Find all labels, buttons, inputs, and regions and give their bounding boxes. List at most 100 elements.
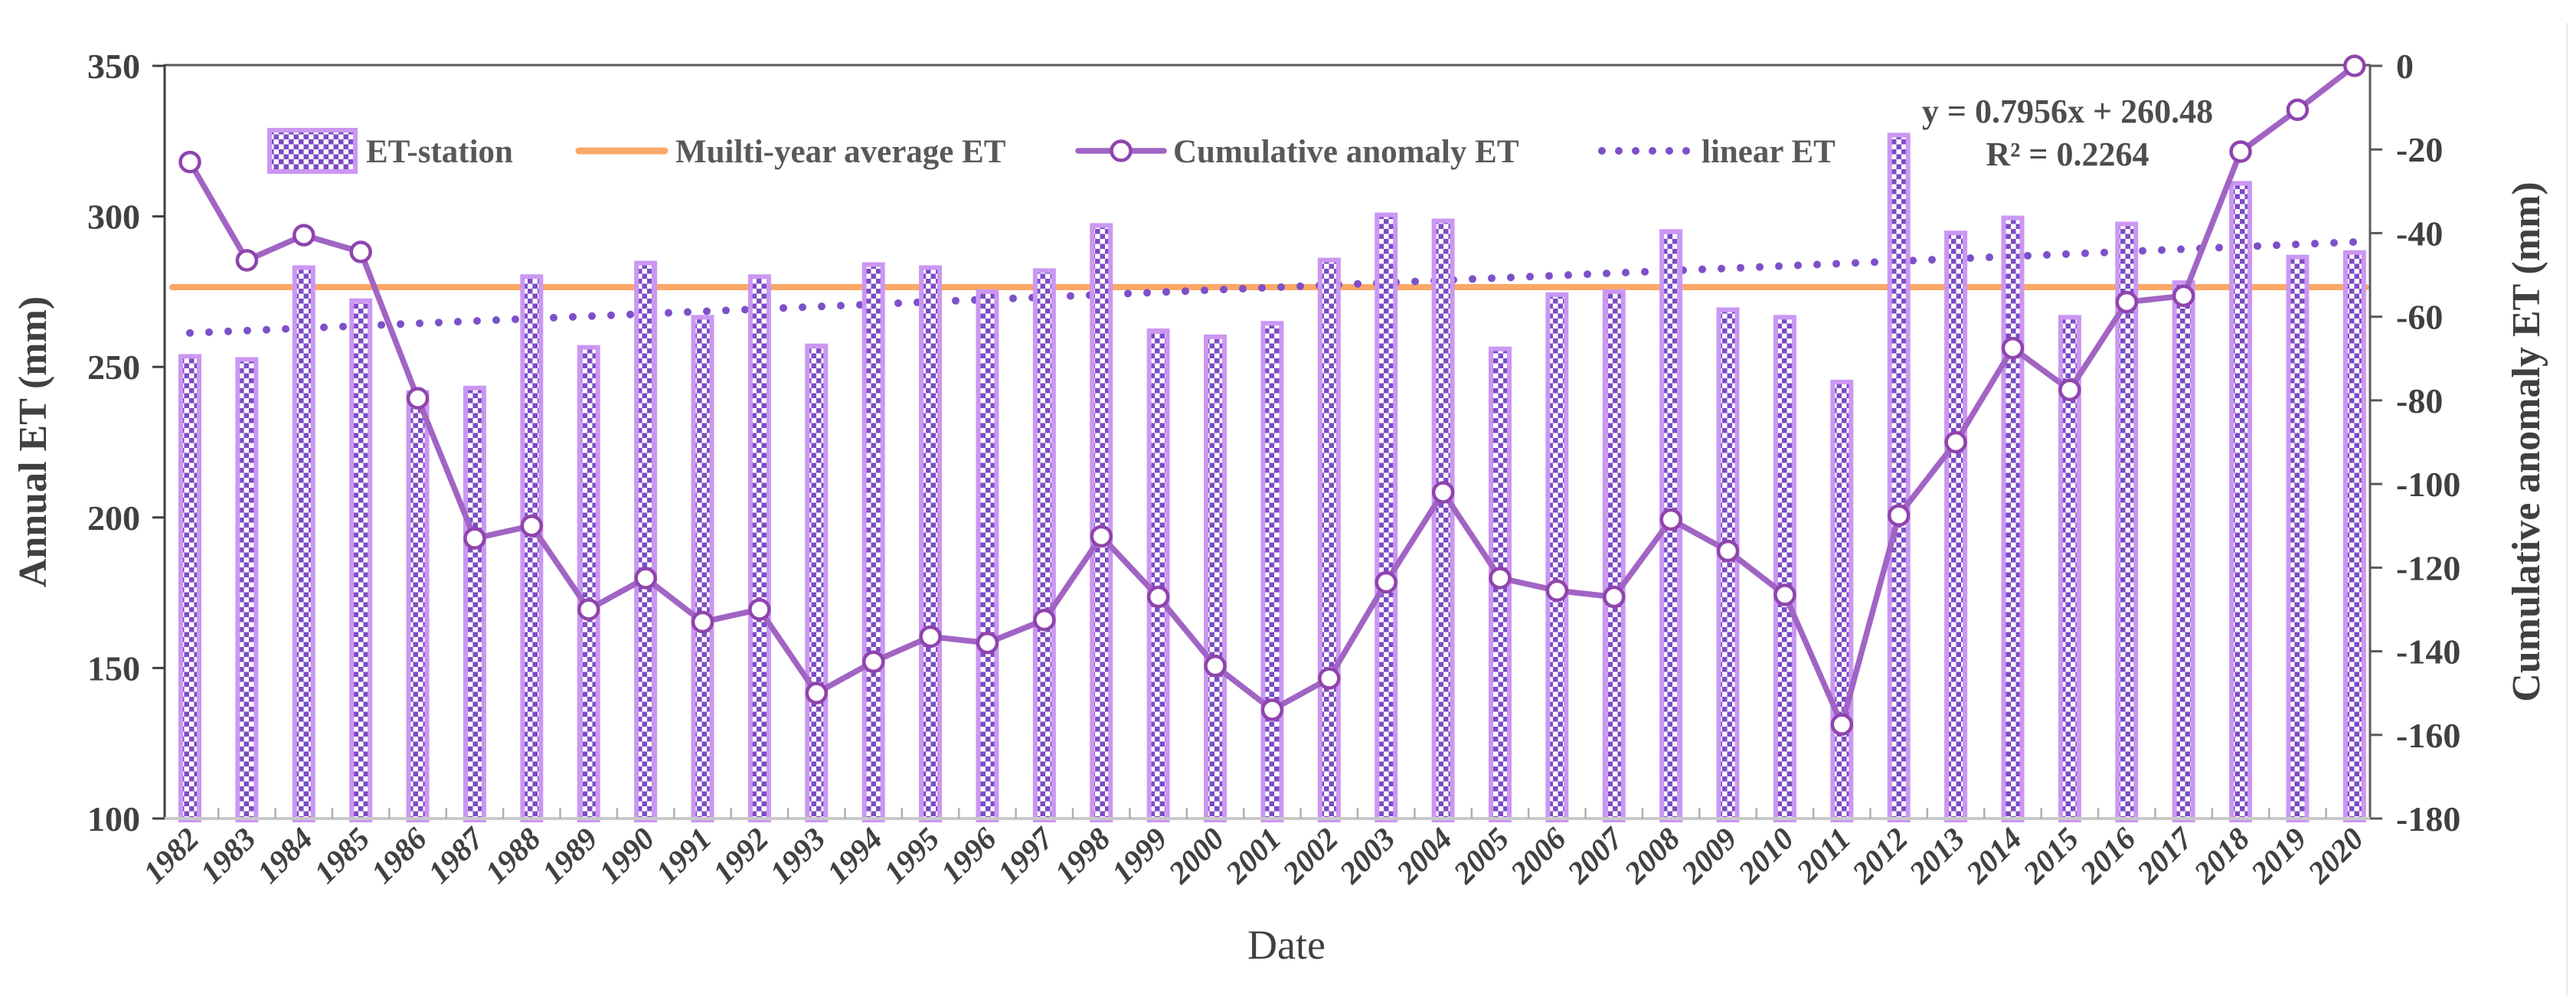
legend-label-average: Muilti-year average ET bbox=[675, 134, 1006, 170]
marker-1995 bbox=[919, 625, 942, 649]
marker-1987 bbox=[463, 527, 486, 550]
bar-1986 bbox=[406, 390, 430, 822]
bar-2003 bbox=[1375, 212, 1398, 823]
legend-swatch-linear-dot bbox=[1632, 147, 1639, 155]
linear-trend-dot bbox=[741, 306, 749, 314]
bar-1989 bbox=[577, 345, 600, 822]
marker-2017 bbox=[2172, 284, 2195, 308]
linear-trend-dot bbox=[665, 309, 672, 317]
bar-1998 bbox=[1090, 223, 1113, 822]
x-tick-label-2005: 2005 bbox=[1446, 821, 1515, 891]
linear-trend-dot bbox=[569, 312, 577, 321]
linear-trend-dot bbox=[780, 304, 787, 312]
right-axis-title: Cumulative anomaly ET (mm) bbox=[2505, 181, 2548, 701]
left-tick-label: 300 bbox=[87, 198, 140, 237]
linear-trend-dot bbox=[1162, 288, 1170, 296]
linear-trend-dot bbox=[2292, 240, 2300, 249]
marker-2000 bbox=[1204, 654, 1227, 678]
linear-trend-dot bbox=[2177, 245, 2185, 253]
x-tick-label-1993: 1993 bbox=[763, 821, 832, 891]
linear-trend-dot bbox=[2254, 242, 2261, 250]
legend-swatch-et-station bbox=[267, 128, 358, 174]
linear-trend-dot bbox=[1832, 260, 1840, 268]
linear-trend-dot bbox=[1584, 270, 1591, 279]
linear-trend-dot bbox=[626, 310, 634, 319]
bar-1997 bbox=[1032, 268, 1056, 823]
x-tick-label-2002: 2002 bbox=[1275, 821, 1345, 891]
marker-2008 bbox=[1659, 508, 1682, 531]
linear-trend-dot bbox=[799, 303, 806, 312]
x-tick-label-1999: 1999 bbox=[1104, 821, 1174, 891]
linear-trend-dot bbox=[1143, 289, 1151, 297]
linear-trend-dot bbox=[244, 326, 251, 335]
x-tick-label-1989: 1989 bbox=[535, 821, 605, 891]
linear-trend-dot bbox=[473, 317, 481, 325]
linear-trend-dot bbox=[1852, 259, 1859, 267]
linear-trend-dot bbox=[1469, 275, 1476, 283]
marker-2002 bbox=[1318, 667, 1341, 690]
x-tick-label-1984: 1984 bbox=[250, 821, 320, 891]
marker-1992 bbox=[748, 598, 771, 621]
legend-swatch-linear-dot bbox=[1682, 147, 1690, 155]
linear-trend-dot bbox=[1622, 269, 1630, 277]
x-tick-label-2006: 2006 bbox=[1503, 820, 1574, 891]
bar-1984 bbox=[292, 265, 315, 823]
legend-swatch-linear-dot bbox=[1649, 147, 1656, 155]
linear-trend-dot bbox=[1545, 272, 1553, 280]
linear-trend-dot bbox=[397, 320, 404, 328]
bar-2000 bbox=[1204, 334, 1228, 822]
marker-1988 bbox=[520, 514, 544, 538]
marker-1986 bbox=[406, 387, 430, 410]
bar-2001 bbox=[1260, 321, 1284, 823]
linear-trend-dot bbox=[818, 302, 825, 311]
linear-trend-dot bbox=[435, 319, 443, 327]
bar-1988 bbox=[520, 274, 544, 822]
linear-trend-dot bbox=[2081, 249, 2089, 257]
marker-2007 bbox=[1603, 585, 1626, 609]
x-tick-label-1985: 1985 bbox=[307, 821, 377, 891]
left-tick-label: 200 bbox=[87, 498, 140, 538]
left-axis-title: Annual ET (mm) bbox=[11, 296, 55, 587]
linear-trend-dot bbox=[1201, 286, 1208, 295]
linear-trend-dot bbox=[1698, 265, 1706, 273]
linear-trend-dot bbox=[588, 312, 596, 320]
x-tick-label-2009: 2009 bbox=[1674, 821, 1744, 891]
trend-r2-text: R² = 0.2264 bbox=[1986, 136, 2149, 173]
linear-trend-dot bbox=[320, 323, 328, 332]
bars-layer bbox=[178, 132, 2366, 823]
bar-2004 bbox=[1431, 218, 1455, 822]
bar-2009 bbox=[1716, 307, 1740, 822]
linear-trend-dot bbox=[1277, 283, 1285, 291]
linear-trend-dot bbox=[454, 318, 462, 326]
marker-2005 bbox=[1489, 567, 1512, 590]
bar-1993 bbox=[805, 343, 829, 822]
linear-trend-dot bbox=[1928, 256, 1936, 264]
x-tick-label-1998: 1998 bbox=[1048, 821, 1117, 891]
linear-trend-dot bbox=[282, 325, 289, 333]
linear-trend-dot bbox=[2215, 243, 2223, 252]
linear-trend-dot bbox=[2330, 239, 2338, 247]
marker-1996 bbox=[976, 631, 999, 655]
bar-1983 bbox=[235, 357, 259, 822]
linear-trend-dot bbox=[2273, 241, 2280, 250]
linear-trend-dot bbox=[856, 301, 864, 309]
marker-2012 bbox=[1887, 504, 1911, 527]
x-tick-label-1983: 1983 bbox=[193, 821, 263, 891]
linear-trend-dot bbox=[2311, 240, 2319, 248]
linear-trend-dot bbox=[1067, 292, 1074, 300]
x-tick-label-1991: 1991 bbox=[649, 821, 718, 891]
marker-2004 bbox=[1431, 481, 1455, 504]
cumulative-line-layer bbox=[178, 54, 2366, 736]
legend-swatch-linear-dot bbox=[1615, 147, 1623, 155]
bar-1992 bbox=[747, 274, 771, 822]
linear-trend-dot bbox=[492, 316, 500, 325]
right-tick-label: -20 bbox=[2396, 130, 2443, 169]
linear-trend-dot bbox=[607, 311, 615, 319]
left-tick-label: 100 bbox=[87, 799, 140, 838]
marker-1991 bbox=[691, 610, 714, 634]
marker-2016 bbox=[2115, 290, 2139, 314]
marker-1993 bbox=[805, 681, 829, 704]
linear-trend-dot bbox=[722, 306, 730, 315]
linear-trend-dot bbox=[1986, 253, 1993, 262]
linear-trend-dot bbox=[1909, 257, 1917, 265]
